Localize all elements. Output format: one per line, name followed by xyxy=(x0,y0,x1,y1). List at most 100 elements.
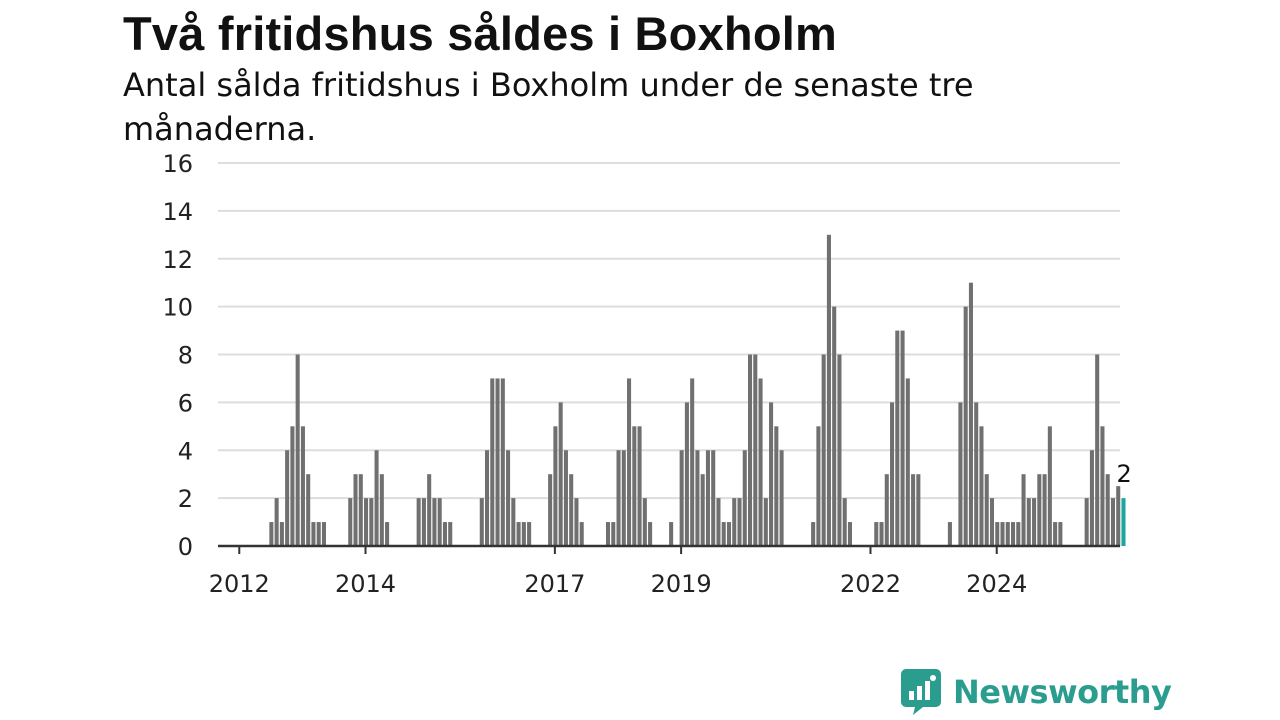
bar xyxy=(816,426,821,546)
bar xyxy=(769,402,774,547)
bar xyxy=(648,522,653,546)
bar xyxy=(1026,498,1031,547)
bar xyxy=(821,354,826,546)
bar xyxy=(958,402,963,547)
bar xyxy=(427,474,432,546)
y-tick-label: 6 xyxy=(178,389,193,417)
bar xyxy=(485,450,490,546)
bar xyxy=(295,354,300,546)
bar xyxy=(563,450,568,546)
bar xyxy=(500,378,505,546)
bar xyxy=(947,522,952,546)
bar xyxy=(721,522,726,546)
bar xyxy=(900,330,905,546)
bar xyxy=(690,378,695,546)
newsworthy-logo: Newsworthy xyxy=(901,669,1172,715)
bar xyxy=(811,522,816,546)
x-axis-ticks: 2012 2014 2017 2019 2022 2024 xyxy=(209,546,1027,598)
bar xyxy=(548,474,553,546)
x-tick-label: 2014 xyxy=(335,570,396,598)
chart-subtitle: Antal sålda fritidshus i Boxholm under d… xyxy=(123,66,974,148)
bar xyxy=(1005,522,1010,546)
bar xyxy=(300,426,305,546)
bar xyxy=(632,426,637,546)
bar xyxy=(737,498,742,547)
bar xyxy=(879,522,884,546)
bar xyxy=(1058,522,1063,546)
bar xyxy=(1089,450,1094,546)
bar xyxy=(521,522,526,546)
bar xyxy=(605,522,611,546)
bar xyxy=(884,474,889,546)
bar xyxy=(527,522,532,546)
bar xyxy=(490,378,495,546)
bar xyxy=(842,498,847,547)
bar xyxy=(558,402,563,547)
y-tick-label: 10 xyxy=(162,294,193,322)
bar xyxy=(348,498,353,547)
bar xyxy=(989,498,995,547)
newsworthy-logo-text: Newsworthy xyxy=(953,673,1172,711)
bar xyxy=(711,450,716,546)
bar xyxy=(285,450,290,546)
y-tick-label: 8 xyxy=(178,342,193,370)
bar xyxy=(621,450,626,546)
bar xyxy=(1011,522,1016,546)
x-tick-label: 2017 xyxy=(524,570,585,598)
bar xyxy=(1105,474,1110,546)
y-axis-ticks: 0 2 4 6 8 10 12 14 16 xyxy=(162,150,193,561)
bar xyxy=(916,474,921,546)
bar xyxy=(616,450,621,546)
bar xyxy=(1042,474,1047,546)
bar xyxy=(579,522,584,546)
y-tick-label: 16 xyxy=(162,150,193,178)
bar xyxy=(837,354,842,546)
bar xyxy=(506,450,511,546)
bar xyxy=(442,522,447,546)
bar xyxy=(1037,474,1042,546)
bar xyxy=(374,450,379,546)
y-tick-label: 14 xyxy=(162,198,193,226)
bar xyxy=(1084,498,1089,547)
bar xyxy=(1047,426,1052,546)
bar xyxy=(1110,498,1115,547)
bar xyxy=(753,354,758,546)
bar xyxy=(421,498,426,547)
bar xyxy=(1095,354,1100,546)
bar xyxy=(695,450,700,546)
bar xyxy=(979,426,984,546)
bar xyxy=(968,282,973,546)
bar xyxy=(732,498,737,547)
bar xyxy=(290,426,295,546)
bar xyxy=(495,378,500,546)
bar xyxy=(379,474,384,546)
bar xyxy=(716,498,721,547)
bar xyxy=(358,474,363,546)
bar xyxy=(479,498,484,547)
bar xyxy=(705,450,710,546)
y-tick-label: 2 xyxy=(178,485,193,513)
bar xyxy=(269,522,274,546)
bar xyxy=(511,498,516,547)
bar xyxy=(1021,474,1026,546)
bar xyxy=(574,498,579,547)
bar xyxy=(306,474,311,546)
x-tick-label: 2012 xyxy=(209,570,270,598)
bar xyxy=(1016,522,1021,546)
bar xyxy=(553,426,558,546)
highlight-value-label: 2 xyxy=(1116,460,1131,488)
bar-highlight xyxy=(1121,498,1126,547)
bar xyxy=(963,306,968,547)
bar xyxy=(274,498,279,547)
bar xyxy=(311,522,316,546)
bar xyxy=(369,498,374,547)
bar xyxy=(974,402,979,547)
y-tick-label: 4 xyxy=(178,437,193,465)
bar xyxy=(1000,522,1005,546)
data-labels: 2 xyxy=(1116,460,1131,488)
bar xyxy=(874,522,879,546)
bar xyxy=(448,522,453,546)
bar xyxy=(1032,498,1037,547)
bars xyxy=(269,234,1126,547)
